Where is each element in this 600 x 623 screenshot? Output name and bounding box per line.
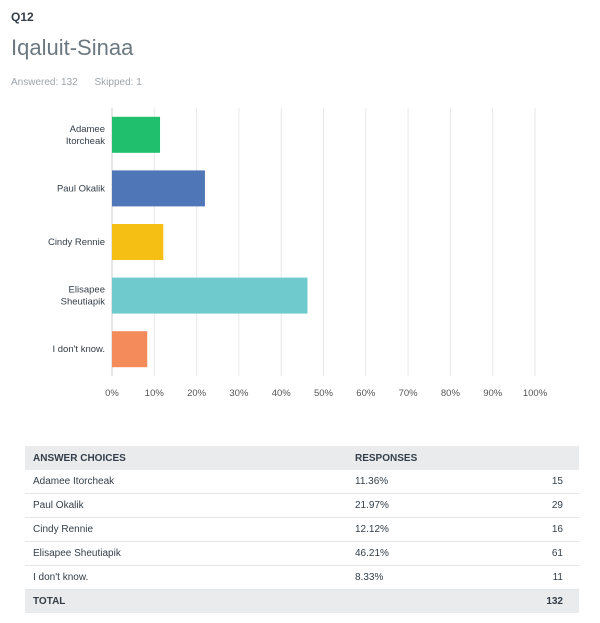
header-responses: RESPONSES bbox=[347, 446, 500, 470]
bar bbox=[112, 116, 161, 153]
response-percent-cell: 12.12% bbox=[347, 517, 500, 542]
answer-choice-cell: Elisapee Sheutiapik bbox=[25, 541, 347, 566]
skipped-count: Skipped: 1 bbox=[94, 77, 142, 88]
response-percent-cell: 46.21% bbox=[347, 541, 500, 566]
bar bbox=[112, 170, 205, 207]
bar bbox=[112, 331, 148, 368]
answer-choice-cell: Cindy Rennie bbox=[25, 517, 347, 542]
x-tick-label: 0% bbox=[105, 388, 119, 399]
x-tick-label: 100% bbox=[523, 388, 548, 399]
response-count-cell: 15 bbox=[499, 470, 579, 494]
x-tick-label: 30% bbox=[229, 388, 249, 399]
response-count-cell: 29 bbox=[499, 493, 579, 518]
bar bbox=[112, 277, 308, 314]
category-label: Elisapee Sheutiapik bbox=[61, 285, 106, 308]
x-tick-label: 90% bbox=[483, 388, 503, 399]
answer-choice-cell: Adamee Itorcheak bbox=[25, 470, 347, 494]
table-row: Cindy Rennie 12.12% 16 bbox=[25, 517, 579, 542]
table-row: Elisapee Sheutiapik 46.21% 61 bbox=[25, 541, 579, 566]
responses-table: ANSWER CHOICES RESPONSES Adamee Itorchea… bbox=[25, 446, 579, 613]
table-total-row: TOTAL 132 bbox=[25, 589, 579, 613]
answer-choice-cell: I don't know. bbox=[25, 565, 347, 590]
table-row: Adamee Itorcheak 11.36% 15 bbox=[25, 470, 579, 494]
bar-chart: 0% 10% 20% 30% 40% 50% 60% 70% 80% 90% 100% Adamee I… bbox=[48, 108, 548, 399]
answer-choice-cell: Paul Okalik bbox=[25, 493, 347, 518]
question-title: Iqaluit-Sinaa bbox=[11, 35, 134, 60]
response-count-cell: 61 bbox=[499, 541, 579, 566]
total-label: TOTAL bbox=[25, 589, 347, 613]
response-percent-cell: 8.33% bbox=[347, 565, 500, 590]
x-tick-label: 80% bbox=[441, 388, 461, 399]
header-count bbox=[499, 446, 579, 470]
category-label: Paul Okalik bbox=[57, 183, 105, 194]
header-answer-choices: ANSWER CHOICES bbox=[25, 446, 347, 470]
x-tick-label: 20% bbox=[187, 388, 207, 399]
x-tick-label: 60% bbox=[356, 388, 376, 399]
answered-count: Answered: 132 bbox=[11, 77, 78, 88]
x-tick-label: 40% bbox=[272, 388, 292, 399]
table-row: I don't know. 8.33% 11 bbox=[25, 565, 579, 590]
table-header-row: ANSWER CHOICES RESPONSES bbox=[25, 446, 579, 470]
response-percent-cell: 21.97% bbox=[347, 493, 500, 518]
bar bbox=[112, 224, 164, 260]
total-spacer bbox=[347, 589, 500, 613]
response-count-cell: 16 bbox=[499, 517, 579, 542]
x-tick-label: 10% bbox=[145, 388, 165, 399]
total-count: 132 bbox=[499, 589, 579, 613]
category-label: Cindy Rennie bbox=[48, 237, 105, 248]
response-percent-cell: 11.36% bbox=[347, 470, 500, 494]
table-row: Paul Okalik 21.97% 29 bbox=[25, 493, 579, 518]
category-label: I don't know. bbox=[52, 344, 105, 355]
response-count-cell: 11 bbox=[499, 565, 579, 590]
x-tick-label: 50% bbox=[314, 388, 334, 399]
question-number: Q12 bbox=[11, 10, 34, 24]
x-tick-label: 70% bbox=[399, 388, 419, 399]
category-label: Adamee Itorcheak bbox=[66, 124, 105, 147]
response-stats: Answered: 132 Skipped: 1 bbox=[11, 77, 156, 88]
